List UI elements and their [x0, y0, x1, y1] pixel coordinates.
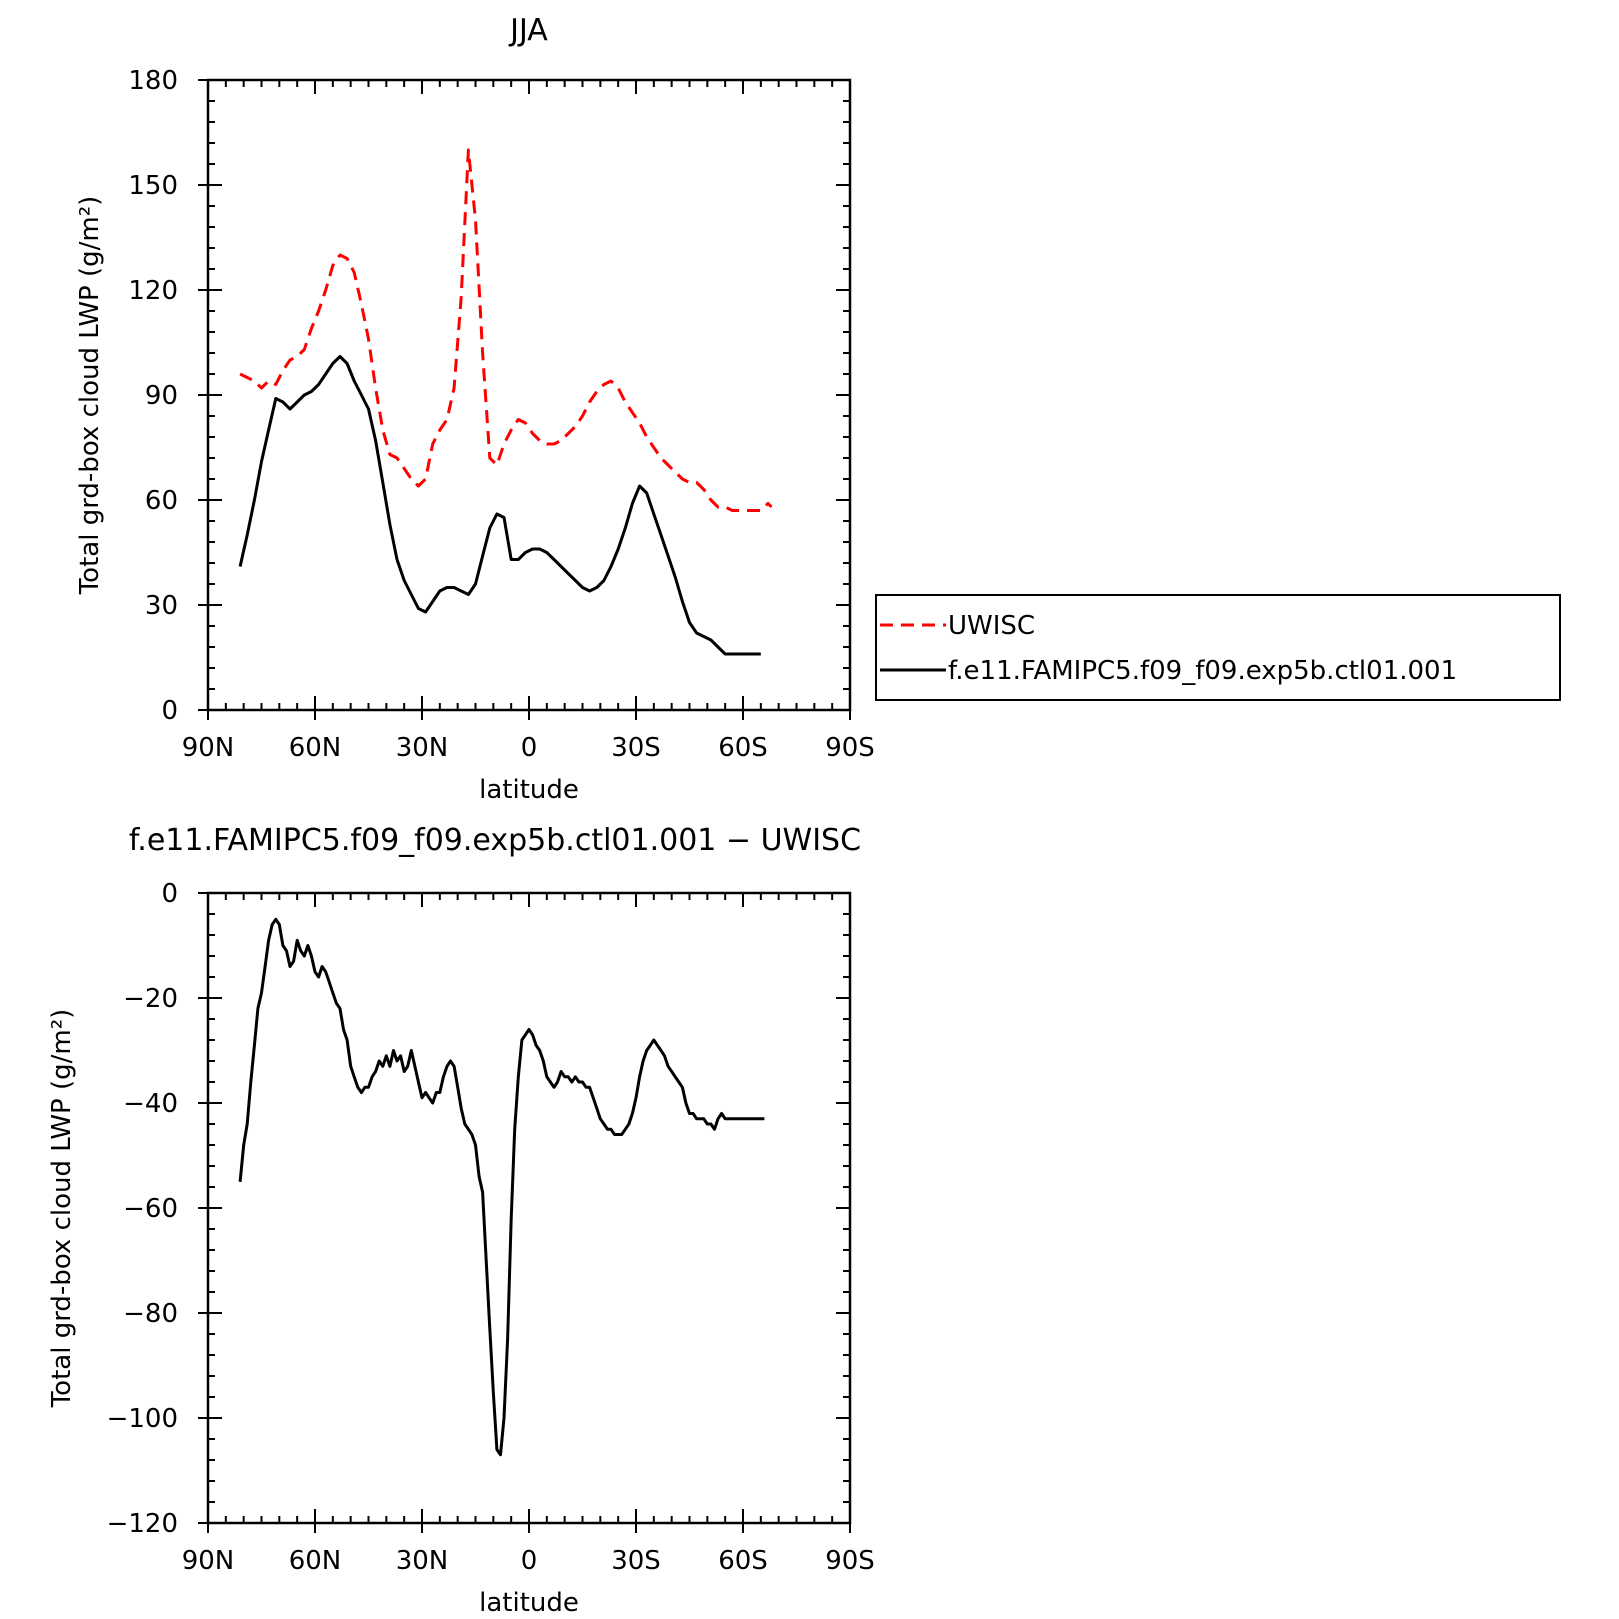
x-tick-label: 30N — [396, 1546, 449, 1576]
legend-box — [875, 594, 1561, 701]
y-tick-label: 0 — [161, 696, 178, 726]
x-axis-label: latitude — [479, 1588, 579, 1618]
x-tick-label: 90S — [825, 733, 875, 763]
y-tick-label: −100 — [107, 1404, 178, 1434]
x-axis-label: latitude — [479, 775, 579, 805]
x-tick-label: 30N — [396, 733, 449, 763]
legend: UWISC f.e11.FAMIPC5.f09_f09.exp5b.ctl01.0… — [875, 594, 1561, 701]
chart-title: JJA — [508, 13, 548, 48]
x-tick-label: 60S — [718, 1546, 768, 1576]
y-tick-label: 120 — [128, 276, 178, 306]
y-tick-label: −20 — [123, 984, 178, 1014]
y-tick-label: 150 — [128, 171, 178, 201]
legend-label: UWISC — [948, 611, 1035, 641]
plot-frame — [206, 891, 852, 1525]
y-tick-label: −120 — [107, 1509, 178, 1539]
y-tick-label: −40 — [123, 1089, 178, 1119]
x-tick-label: 90N — [182, 733, 235, 763]
y-axis-label: Total grd-box cloud LWP (g/m²) — [75, 196, 105, 596]
series-line-1 — [238, 355, 761, 656]
y-tick-label: 0 — [161, 879, 178, 909]
x-tick-label: 0 — [521, 733, 538, 763]
chart-title: f.e11.FAMIPC5.f09_f09.exp5b.ctl01.001 − … — [129, 823, 861, 858]
x-tick-label: 90N — [182, 1546, 235, 1576]
x-tick-label: 60N — [289, 733, 342, 763]
x-tick-label: 60S — [718, 733, 768, 763]
y-tick-label: 30 — [145, 591, 178, 621]
x-tick-label: 30S — [611, 733, 661, 763]
x-tick-label: 30S — [611, 1546, 661, 1576]
top-chart: JJA 90N 60N 30N 0 30S 60S 90S 0 30 60 90 120 150 180 la… — [75, 13, 1561, 805]
y-tick-label: 180 — [128, 66, 178, 96]
series-line-0 — [239, 148, 773, 512]
y-tick-label: 60 — [145, 486, 178, 516]
x-tick-label: 90S — [825, 1546, 875, 1576]
y-axis-label: Total grd-box cloud LWP (g/m²) — [47, 1009, 77, 1409]
y-tick-label: 90 — [145, 381, 178, 411]
series-line-0 — [238, 917, 765, 1457]
legend-label: f.e11.FAMIPC5.f09_f09.exp5b.ctl01.001 — [948, 656, 1457, 686]
x-tick-label: 0 — [521, 1546, 538, 1576]
x-tick-label: 60N — [289, 1546, 342, 1576]
bottom-chart: f.e11.FAMIPC5.f09_f09.exp5b.ctl01.001 − … — [47, 823, 875, 1618]
y-tick-label: −60 — [123, 1194, 178, 1224]
y-tick-label: −80 — [123, 1299, 178, 1329]
